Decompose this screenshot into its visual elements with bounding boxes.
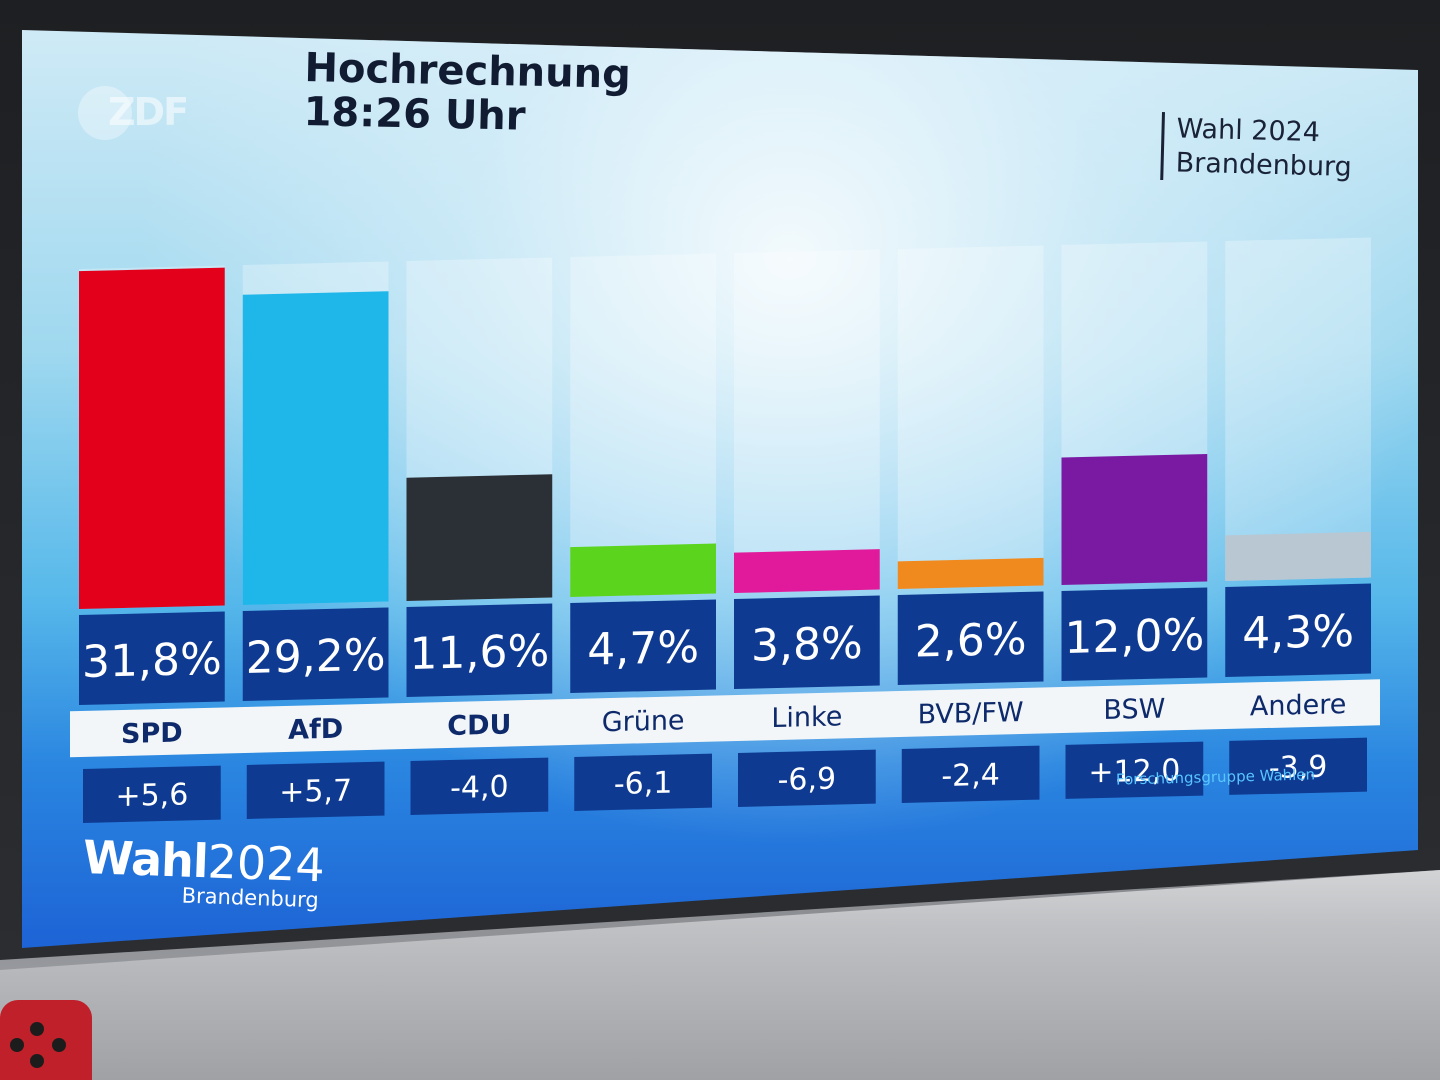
controller-button (30, 1022, 44, 1036)
value-box (897, 591, 1044, 686)
change-box (574, 753, 712, 811)
bar-chart: 31,8% SPD +5,6 29,2% AfD +5,7 11,6% CDU -4,0 4,7%… (70, 237, 1380, 823)
value-label: 29,2% (246, 630, 386, 684)
change-label: -3,9 (1269, 750, 1328, 786)
party-label: Grüne (602, 705, 685, 738)
bar-andere (1225, 531, 1371, 582)
tv-screen: ZDF Hochrechnung 18:26 Uhr Wahl 2024 Bra… (22, 30, 1418, 948)
election-badge-title: Wahl 2024 (1176, 113, 1321, 149)
party-label: BVB/FW (918, 697, 1024, 731)
zdf-logo-text: ZDF (108, 90, 189, 134)
change-box (1229, 737, 1367, 795)
change-box (901, 745, 1040, 803)
value-label: 31,8% (82, 634, 222, 688)
value-label: 3,8% (751, 618, 863, 672)
value-label: 12,0% (1064, 610, 1204, 664)
change-box (738, 749, 876, 807)
value-label: 2,6% (915, 614, 1027, 668)
value-box (406, 603, 553, 698)
party-label-band (70, 679, 1380, 758)
party-label: Linke (771, 701, 842, 734)
program-logo-region: Brandenburg (181, 883, 320, 913)
party-label: Andere (1250, 689, 1346, 722)
value-label: 4,7% (587, 622, 699, 676)
party-label: SPD (121, 718, 183, 751)
bar-track (734, 249, 880, 594)
chart-title-block: Hochrechnung 18:26 Uhr (303, 45, 631, 141)
value-box (1225, 583, 1371, 678)
program-logo-year: 2024 (206, 834, 326, 893)
value-label: 4,3% (1242, 606, 1354, 660)
bar-spd (79, 267, 225, 610)
value-label: 11,6% (409, 626, 549, 680)
election-badge-region: Brandenburg (1175, 147, 1353, 183)
change-label: -2,4 (941, 758, 1000, 794)
change-label: +5,6 (115, 777, 188, 814)
chart-area: 31,8% SPD +5,6 29,2% AfD +5,7 11,6% CDU -4,0 4,7%… (40, 197, 1400, 830)
change-box (83, 765, 221, 823)
zdf-logo-disc (78, 86, 132, 140)
bar-bvbfw (897, 557, 1044, 590)
controller (0, 1000, 92, 1080)
bar-cdu (406, 474, 553, 602)
change-label: -6,1 (614, 766, 673, 802)
controller-button (10, 1038, 24, 1052)
change-box (1065, 741, 1204, 799)
bar-grne (570, 543, 716, 598)
program-logo-word: Wahl (82, 830, 209, 889)
bar-afd (242, 291, 389, 606)
chart-subtitle: 18:26 Uhr (303, 88, 526, 140)
controller-button (52, 1038, 66, 1052)
bar-track (897, 245, 1044, 590)
value-box (1061, 587, 1208, 682)
change-label: -6,9 (778, 762, 837, 798)
value-box (79, 611, 225, 706)
value-box (734, 595, 880, 690)
party-label: AfD (288, 714, 343, 746)
controller-button (30, 1054, 44, 1068)
bar-track (570, 253, 716, 598)
party-label: BSW (1103, 694, 1165, 727)
change-label: +12,0 (1088, 753, 1180, 790)
value-box (570, 599, 716, 694)
party-label: CDU (447, 709, 511, 742)
change-label: +5,7 (279, 773, 352, 810)
election-badge: Wahl 2024 Brandenburg (1160, 112, 1354, 185)
program-logo: Wahl2024 Brandenburg (81, 830, 325, 912)
value-box (242, 607, 389, 702)
change-box (410, 757, 549, 815)
bar-linke (734, 549, 880, 594)
bar-bsw (1061, 453, 1208, 586)
change-box (246, 761, 385, 819)
change-label: -4,0 (450, 770, 509, 806)
bar-track (1225, 237, 1371, 582)
broadcaster-logo: ZDF (78, 86, 198, 146)
